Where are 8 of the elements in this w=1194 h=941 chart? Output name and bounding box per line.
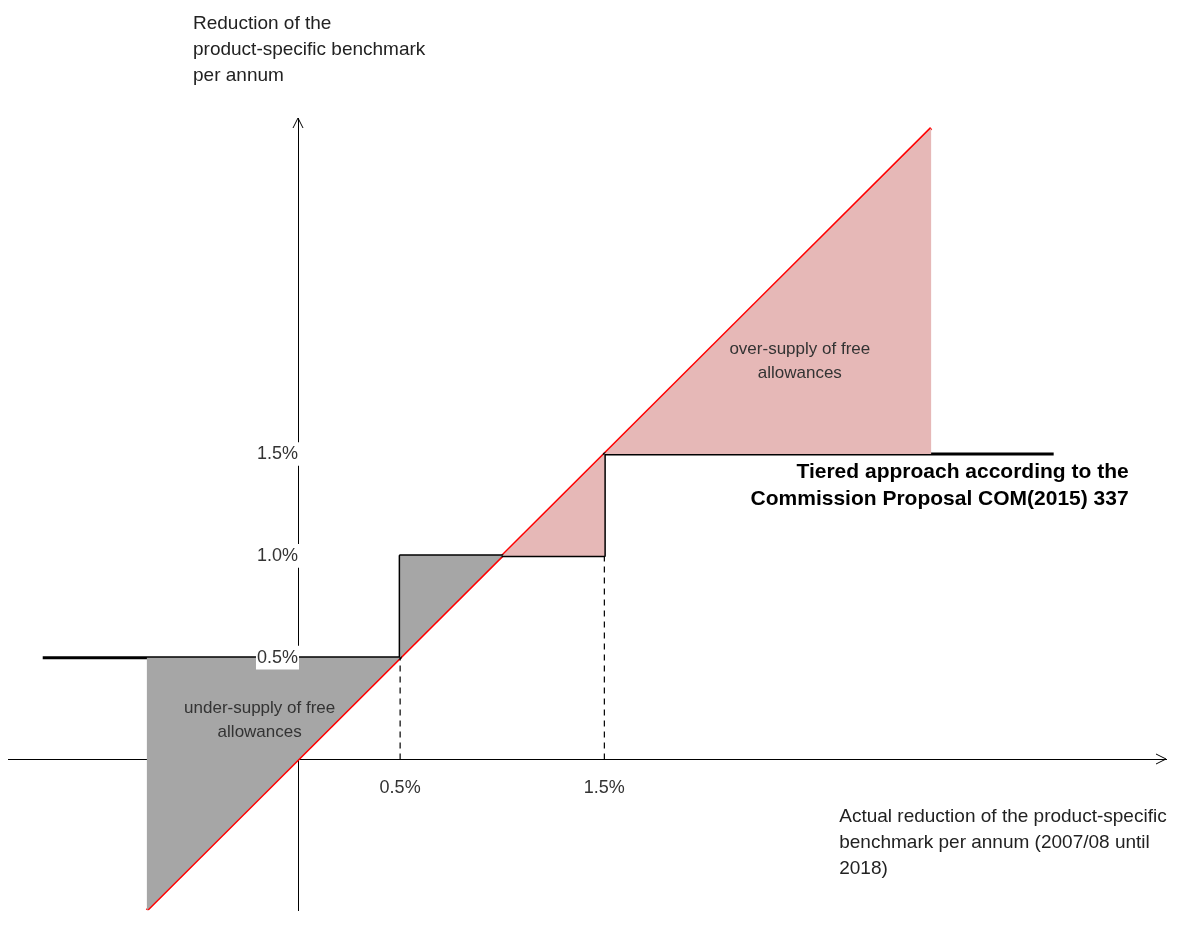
annotation: over-supply of free allowances — [729, 338, 871, 382]
series-label: Tiered approach according to the Commission Proposal COM(2015) 337 — [750, 459, 1129, 510]
y-tick-label: 1.0% — [256, 544, 299, 565]
y-axis-title: Reduction of the product-specific benchmark per annum — [193, 11, 426, 85]
y-tick-label: 0.5% — [256, 646, 299, 667]
x-axis-title: Actual reduction of the product-specific benchmark per annum (2007/08 until 2018) — [839, 805, 1167, 879]
annotation: under-supply of free allowances — [184, 698, 336, 742]
y-tick-label: 1.5% — [256, 442, 299, 463]
